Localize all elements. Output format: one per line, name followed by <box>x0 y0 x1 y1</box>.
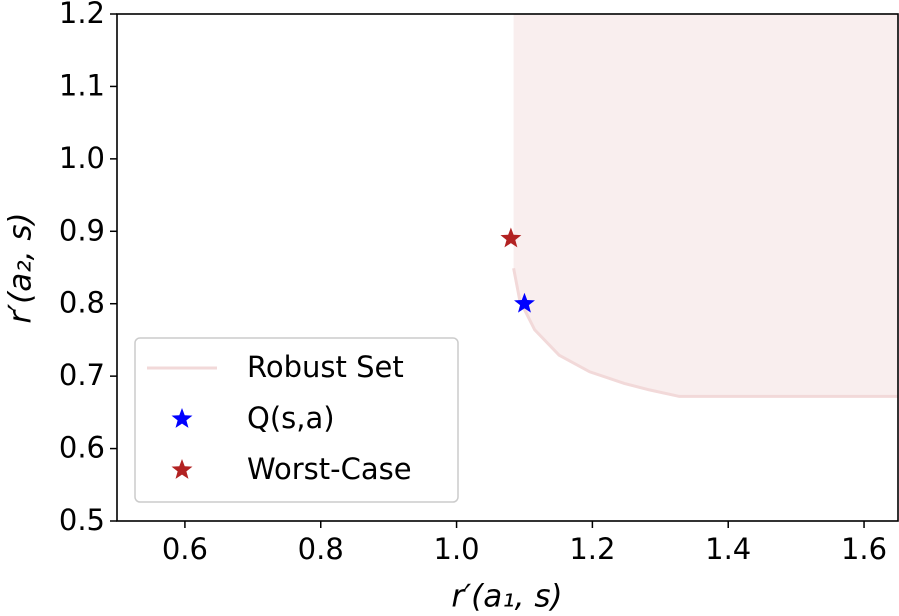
robust-set-line <box>512 267 898 398</box>
y-tick-label: 0.8 <box>59 286 105 320</box>
robust-set-fill <box>513 14 898 397</box>
y-tick-label: 0.9 <box>59 213 105 247</box>
x-tick-label: 1.2 <box>569 532 615 566</box>
legend-label: Robust Set <box>247 350 404 384</box>
x-tick-label: 0.8 <box>298 532 344 566</box>
y-tick-label: 1.0 <box>59 141 105 175</box>
x-tick-label: 1.6 <box>841 532 887 566</box>
x-axis-label: r′(a₁, s) <box>451 579 562 615</box>
y-tick-label: 1.2 <box>59 0 105 30</box>
legend-box <box>134 337 459 503</box>
legend-label: Q(s,a) <box>247 401 335 435</box>
legend-swatch <box>171 408 193 428</box>
y-tick-label: 1.1 <box>59 68 105 102</box>
x-tick-label: 1.4 <box>705 532 751 566</box>
x-tick-label: 0.6 <box>162 532 208 566</box>
y-tick-label: 0.6 <box>59 431 105 465</box>
x-tick-label: 1.0 <box>434 532 480 566</box>
star-marker <box>514 292 535 313</box>
legend-swatch <box>171 459 193 479</box>
y-tick-label: 0.5 <box>59 503 105 537</box>
y-axis-label: r′(a₂, s) <box>3 212 39 323</box>
plot-frame <box>116 13 899 522</box>
legend-label: Worst-Case <box>247 452 412 486</box>
star-marker <box>500 227 522 248</box>
y-tick-label: 0.7 <box>59 358 105 392</box>
